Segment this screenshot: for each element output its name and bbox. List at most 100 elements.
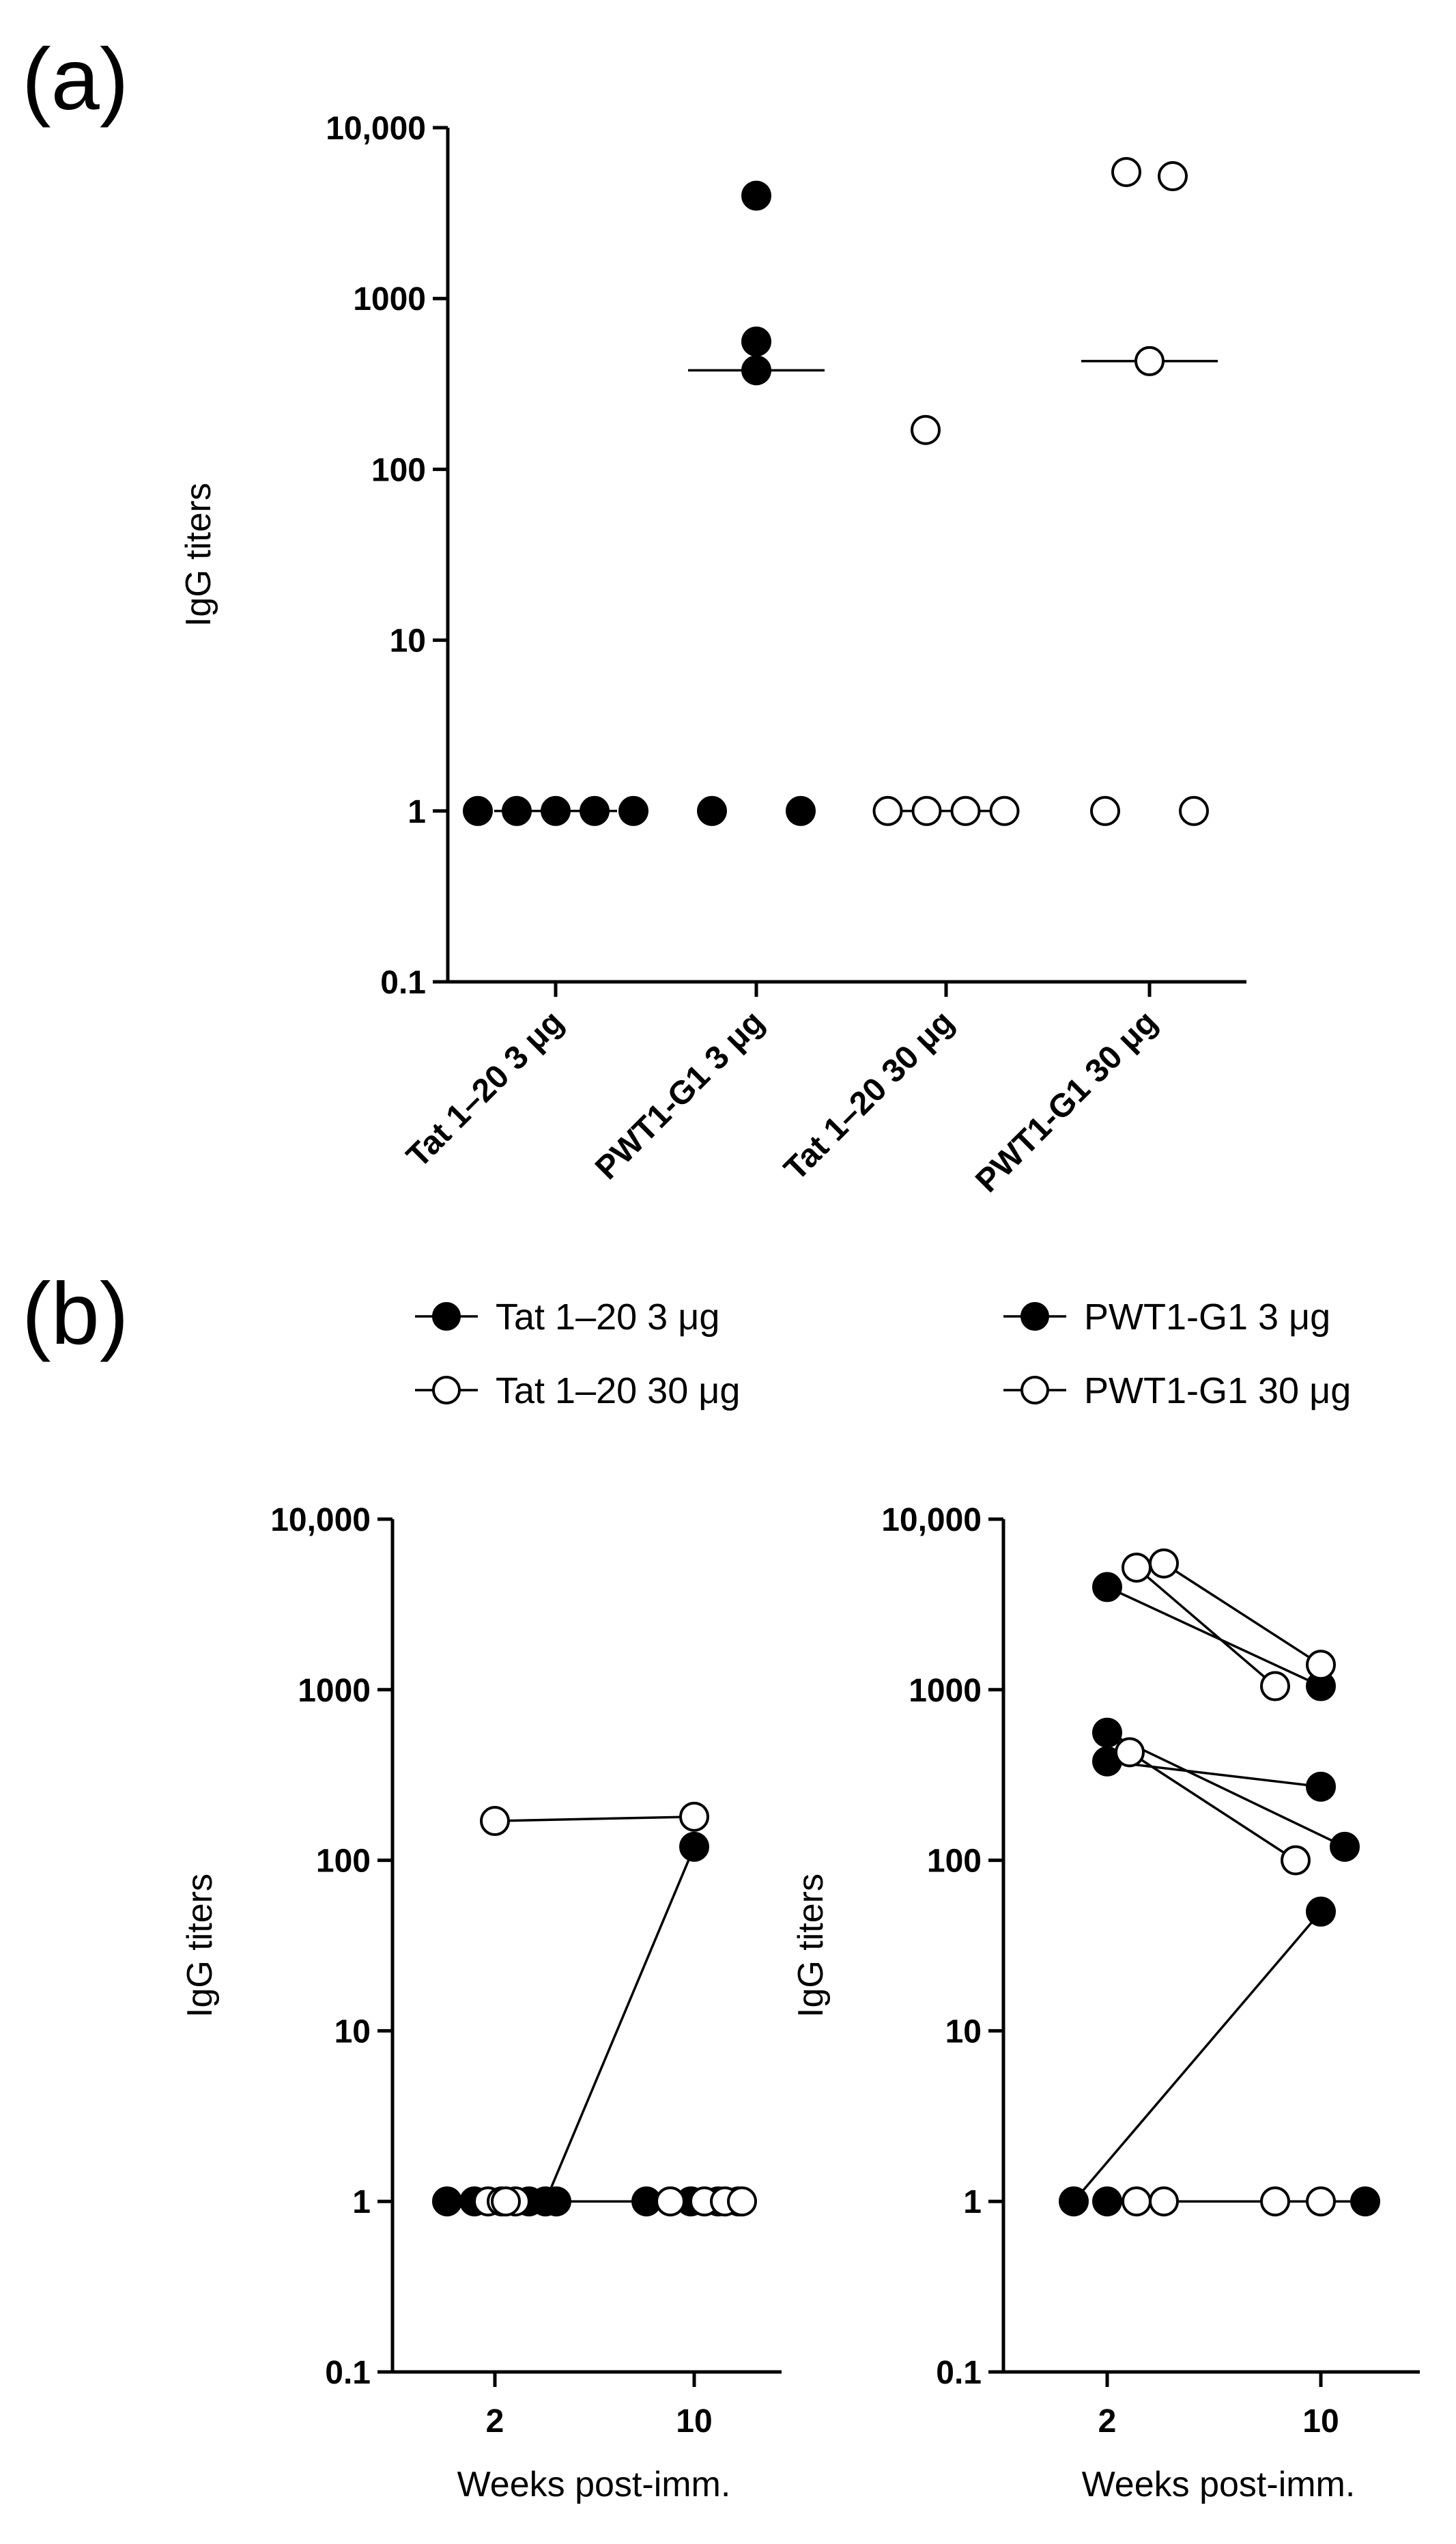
legend-label: PWT1-G1 3 μg [1084, 1297, 1330, 1338]
data-point [872, 795, 903, 826]
data-point [618, 795, 648, 826]
data-point [1059, 2186, 1089, 2217]
data-point [1350, 2186, 1380, 2217]
data-point [1092, 1717, 1122, 1748]
x-tick-label: 2 [1098, 2403, 1117, 2440]
legend-label: PWT1-G1 30 μg [1084, 1370, 1351, 1411]
y-tick-label: 0.1 [936, 2355, 982, 2391]
legend-marker [1020, 1302, 1049, 1331]
y-axis-label: IgG titers [179, 483, 218, 627]
data-point [1134, 345, 1165, 376]
panel-a-chart: 0.1 1 10 100 1000 10,000 IgG titers Tat 1–20 3 … [179, 111, 1246, 1200]
data-point [741, 326, 771, 357]
y-tick-label: 1 [408, 794, 426, 830]
data-point [491, 2186, 521, 2217]
legend-marker [432, 1302, 461, 1331]
panel-label-a: (a) [22, 31, 128, 128]
data-point [463, 795, 493, 826]
data-point [727, 2186, 757, 2217]
data-point [989, 795, 1020, 826]
y-tick-label: 10 [390, 623, 426, 660]
y-tick-label: 0.1 [325, 2355, 371, 2391]
data-point [1158, 161, 1188, 192]
x-tick-label: 2 [486, 2403, 504, 2440]
data-point [1260, 1671, 1290, 1701]
series-line [1107, 1760, 1322, 1788]
data-point [1122, 1552, 1152, 1583]
data-point [1306, 1650, 1336, 1680]
series-line [1135, 1566, 1276, 1687]
y-tick-label: 0.1 [380, 965, 426, 1001]
x-tick-label: 10 [676, 2403, 712, 2440]
data-point [911, 795, 942, 826]
y-axis-label: IgG titers [180, 1874, 220, 2018]
legend: Tat 1–20 3 μg Tat 1–20 30 μg PWT1-G1 3 μg P… [415, 1297, 1351, 1411]
data-point [1306, 1771, 1336, 1802]
y-tick-label: 10 [945, 2013, 982, 2050]
x-tick-label: PWT1-G1 3 μg [588, 1004, 771, 1187]
y-tick-label: 1 [963, 2184, 982, 2220]
series-line [1107, 1732, 1345, 1848]
y-tick-label: 1000 [298, 1673, 371, 1709]
data-point [679, 1801, 709, 1832]
panel-label-b: (b) [22, 1265, 128, 1363]
series-line [1129, 1751, 1296, 1862]
y-tick-label: 10,000 [881, 1502, 982, 1538]
x-tick-label: Tat 1–20 30 μg [777, 1004, 961, 1187]
legend-marker [432, 1376, 461, 1404]
data-point [541, 795, 571, 826]
data-point [1149, 1548, 1179, 1579]
data-point [480, 1806, 510, 1837]
data-point [1111, 156, 1141, 187]
panel-b-left-chart: 0.1 1 10 100 1000 10,000 IgG titers 2 10 Weeks po… [180, 1502, 782, 2504]
x-tick-label: Tat 1–20 3 μg [400, 1004, 571, 1174]
data-point [741, 180, 771, 211]
y-tick-label: 100 [316, 1843, 371, 1880]
data-point [786, 795, 816, 826]
data-point [1306, 2186, 1336, 2217]
series-line [1072, 1910, 1322, 2203]
data-point [541, 2186, 571, 2217]
data-point [679, 1831, 709, 1862]
y-tick-label: 10,000 [326, 111, 426, 147]
data-point [1149, 2186, 1179, 2217]
x-axis-label: Weeks post-imm. [457, 2465, 731, 2504]
y-tick-label: 10 [334, 2013, 371, 2050]
data-point [580, 795, 610, 826]
legend-label: Tat 1–20 3 μg [496, 1297, 719, 1338]
x-tick-label: PWT1-G1 30 μg [969, 1004, 1164, 1199]
legend-label: Tat 1–20 30 μg [496, 1370, 740, 1411]
data-point [1179, 795, 1209, 826]
data-point [1115, 1737, 1145, 1768]
data-point [1092, 2186, 1122, 2217]
series-line [1163, 1562, 1322, 1666]
data-point [1090, 795, 1120, 826]
series-line [494, 1815, 695, 1822]
data-point [1092, 1572, 1122, 1602]
data-point [697, 795, 727, 826]
y-tick-label: 1000 [909, 1673, 982, 1709]
data-point [1260, 2186, 1290, 2217]
panel-b-right-chart: 0.1 1 10 100 1000 10,000 IgG titers 2 10 Weeks po… [791, 1502, 1420, 2504]
y-tick-label: 100 [927, 1843, 982, 1880]
y-tick-label: 10,000 [270, 1502, 371, 1538]
series-line [544, 1846, 696, 2202]
x-tick-label: 10 [1302, 2403, 1339, 2440]
data-point [502, 795, 532, 826]
data-point [911, 414, 941, 445]
data-point [1281, 1845, 1311, 1876]
data-point [655, 2186, 685, 2217]
y-tick-label: 1 [352, 2184, 371, 2220]
y-tick-label: 1000 [353, 281, 426, 317]
x-axis-label: Weeks post-imm. [1082, 2465, 1356, 2504]
data-point [432, 2186, 462, 2217]
data-point [1330, 1831, 1360, 1862]
legend-marker [1020, 1376, 1049, 1404]
data-point [950, 795, 981, 826]
y-tick-label: 100 [371, 452, 426, 488]
data-point [1306, 1896, 1336, 1927]
data-point [741, 355, 771, 386]
series-line [1107, 1585, 1322, 1688]
data-point [1122, 2186, 1152, 2217]
